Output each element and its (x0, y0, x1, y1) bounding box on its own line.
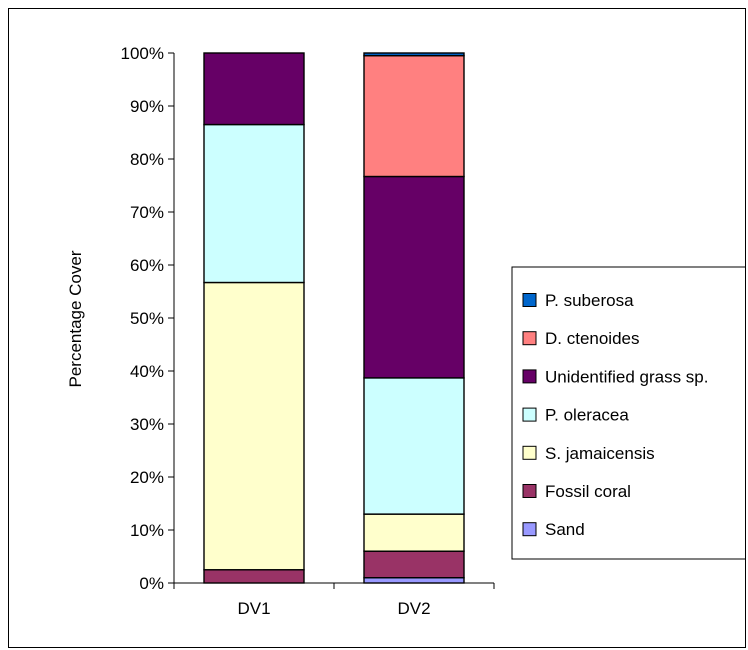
legend-swatch-unidentified-grass-sp (522, 369, 537, 384)
bar-segment-dv1-unidentified-grass-sp (203, 52, 305, 126)
bar-segment-dv1-fossil-coral (203, 569, 305, 584)
legend-label-unidentified-grass-sp: Unidentified grass sp. (545, 367, 708, 386)
legend: P. suberosa D. ctenoides Unidentified gras… (511, 266, 745, 560)
bar-segment-dv2-s-jamaicensis (363, 513, 465, 552)
y-axis-title-group: Percentage Cover (66, 250, 85, 387)
y-tick-label-100pct: 100% (121, 44, 164, 63)
y-tick-label-10pct: 10% (130, 521, 164, 540)
y-tick-label-40pct: 40% (130, 362, 164, 381)
y-tick-label-90pct: 90% (130, 97, 164, 116)
legend-swatch-p-oleracea (522, 407, 537, 422)
bar-segment-dv2-unidentified-grass-sp (363, 175, 465, 379)
legend-label-s-jamaicensis: S. jamaicensis (545, 444, 655, 463)
bar-segment-dv2-p-oleracea (363, 377, 465, 515)
bar-segment-dv1-s-jamaicensis (203, 281, 305, 571)
y-tick-label-20pct: 20% (130, 468, 164, 487)
legend-label-fossil-coral: Fossil coral (545, 482, 631, 501)
legend-label-p-suberosa: P. suberosa (545, 291, 634, 310)
axes-group: DV1 DV2 0% 10% 20% 30% 40% 50% 60% 70% 80% 90% 100% (121, 44, 495, 618)
legend-swatch-p-suberosa (522, 293, 537, 307)
y-tick-label-0pct: 0% (139, 574, 164, 593)
legend-swatch-d-ctenoides (522, 331, 537, 346)
y-tick-label-70pct: 70% (130, 203, 164, 222)
bar-segment-dv2-sand (363, 577, 465, 584)
legend-swatch-sand (522, 522, 537, 537)
x-tick-label-dv2: DV2 (397, 599, 430, 618)
y-tick-label-80pct: 80% (130, 150, 164, 169)
legend-label-sand: Sand (545, 520, 585, 539)
bar-segment-dv2-fossil-coral (363, 550, 465, 579)
y-tick-label-50pct: 50% (130, 309, 164, 328)
legend-swatch-fossil-coral (522, 484, 537, 498)
bar-segment-dv2-p-suberosa (363, 52, 465, 57)
bar-segment-dv2-d-ctenoides (363, 54, 465, 178)
chart-area: Percentage Cover DV1 DV2 0% 10% 20% 30% 40% 50%… (8, 8, 746, 648)
bar-segment-dv1-p-oleracea (203, 123, 305, 284)
legend-box (511, 266, 745, 560)
y-axis-title: Percentage Cover (66, 250, 85, 387)
stacked-bar-chart: Percentage Cover DV1 DV2 0% 10% 20% 30% 40% 50%… (66, 44, 745, 618)
legend-label-p-oleracea: P. oleracea (545, 406, 629, 425)
legend-label-d-ctenoides: D. ctenoides (545, 329, 640, 348)
x-tick-label-dv1: DV1 (237, 599, 270, 618)
bars-group (203, 52, 465, 584)
y-tick-label-30pct: 30% (130, 415, 164, 434)
y-tick-label-60pct: 60% (130, 256, 164, 275)
legend-swatch-s-jamaicensis (522, 445, 537, 460)
